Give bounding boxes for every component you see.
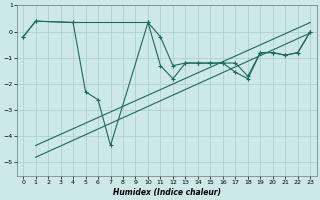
X-axis label: Humidex (Indice chaleur): Humidex (Indice chaleur) <box>113 188 221 197</box>
